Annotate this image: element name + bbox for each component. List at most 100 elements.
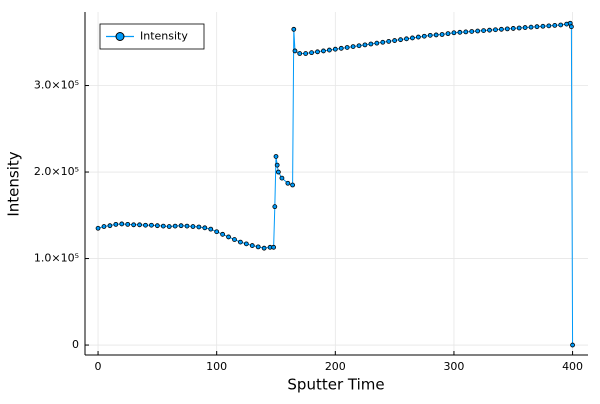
- data-point: [160, 223, 166, 229]
- data-point: [297, 51, 303, 56]
- data-point: [338, 45, 344, 51]
- data-point: [107, 223, 113, 229]
- data-point: [398, 37, 403, 43]
- data-point: [119, 221, 125, 227]
- x-tick-label: 100: [206, 360, 227, 373]
- data-point: [166, 224, 172, 229]
- data-point: [540, 23, 546, 29]
- data-point: [475, 28, 481, 34]
- data-point: [202, 225, 208, 231]
- y-tick-label: 1.0×10⁵: [34, 252, 79, 265]
- data-point: [469, 29, 475, 34]
- data-point: [95, 225, 101, 231]
- data-point: [178, 223, 184, 229]
- data-point: [498, 26, 504, 32]
- data-point: [374, 40, 380, 46]
- data-point: [243, 241, 249, 247]
- x-tick-label: 0: [95, 360, 102, 373]
- data-point: [249, 243, 255, 248]
- data-point: [214, 229, 220, 235]
- data-point: [445, 31, 451, 37]
- data-point: [238, 239, 243, 245]
- data-point: [356, 43, 362, 49]
- data-point: [292, 48, 298, 54]
- data-point: [439, 32, 445, 37]
- data-point: [392, 38, 398, 43]
- y-tick-label: 3.0×10⁵: [34, 79, 79, 92]
- data-point: [362, 42, 368, 48]
- data-point: [315, 49, 320, 55]
- data-point: [516, 25, 522, 31]
- data-point: [568, 24, 574, 30]
- x-tick-label: 400: [562, 360, 583, 373]
- data-point: [309, 50, 314, 56]
- x-axis-label: Sputter Time: [287, 376, 384, 394]
- data-point: [261, 245, 267, 251]
- data-point: [404, 36, 409, 42]
- data-point: [504, 26, 510, 32]
- data-point: [493, 27, 498, 33]
- data-point: [271, 244, 277, 250]
- data-point: [522, 25, 528, 30]
- data-point: [137, 222, 142, 228]
- data-point: [463, 29, 469, 35]
- data-point: [208, 226, 214, 232]
- data-point: [558, 22, 564, 28]
- data-point: [143, 222, 148, 228]
- legend-marker: [115, 32, 125, 41]
- data-point: [125, 221, 131, 227]
- data-point: [172, 223, 178, 229]
- data-point: [457, 29, 463, 35]
- data-point: [279, 175, 285, 181]
- data-point: [303, 51, 309, 56]
- data-point: [421, 33, 427, 39]
- data-point: [368, 41, 374, 47]
- data-point: [386, 39, 392, 44]
- data-point: [285, 180, 291, 186]
- data-point: [321, 48, 326, 54]
- data-point: [275, 169, 281, 175]
- data-point: [149, 222, 154, 228]
- x-tick-label: 200: [325, 360, 346, 373]
- data-point: [350, 44, 356, 50]
- data-point: [272, 204, 278, 210]
- data-point: [255, 244, 261, 250]
- data-point: [196, 224, 202, 230]
- data-point: [481, 28, 487, 33]
- data-point: [190, 224, 196, 229]
- data-point: [326, 47, 332, 53]
- data-point: [154, 223, 160, 229]
- data-point: [226, 234, 231, 240]
- data-point: [290, 182, 296, 188]
- data-point: [274, 162, 280, 168]
- y-tick-label: 2.0×10⁵: [34, 165, 79, 178]
- data-point: [433, 32, 439, 38]
- data-point: [546, 23, 552, 29]
- legend-label: Intensity: [140, 30, 188, 43]
- data-point: [410, 35, 415, 41]
- data-point: [184, 223, 190, 229]
- y-axis-label: Intensity: [5, 151, 23, 216]
- data-point: [232, 237, 237, 242]
- data-point: [552, 23, 558, 28]
- x-tick-label: 300: [443, 360, 464, 373]
- data-point: [332, 46, 338, 52]
- data-point: [528, 24, 534, 30]
- data-point: [427, 32, 433, 38]
- data-point: [451, 30, 457, 36]
- data-point: [113, 221, 119, 227]
- data-point: [344, 45, 350, 50]
- data-point: [273, 154, 279, 159]
- data-point: [510, 26, 516, 31]
- data-point: [380, 39, 386, 45]
- data-point: [131, 222, 137, 228]
- data-point: [220, 231, 226, 237]
- y-tick-label: 0: [72, 338, 79, 351]
- data-point: [534, 24, 540, 30]
- data-point: [101, 224, 107, 229]
- data-point: [415, 34, 421, 40]
- data-point: [570, 342, 575, 348]
- data-point: [291, 26, 297, 32]
